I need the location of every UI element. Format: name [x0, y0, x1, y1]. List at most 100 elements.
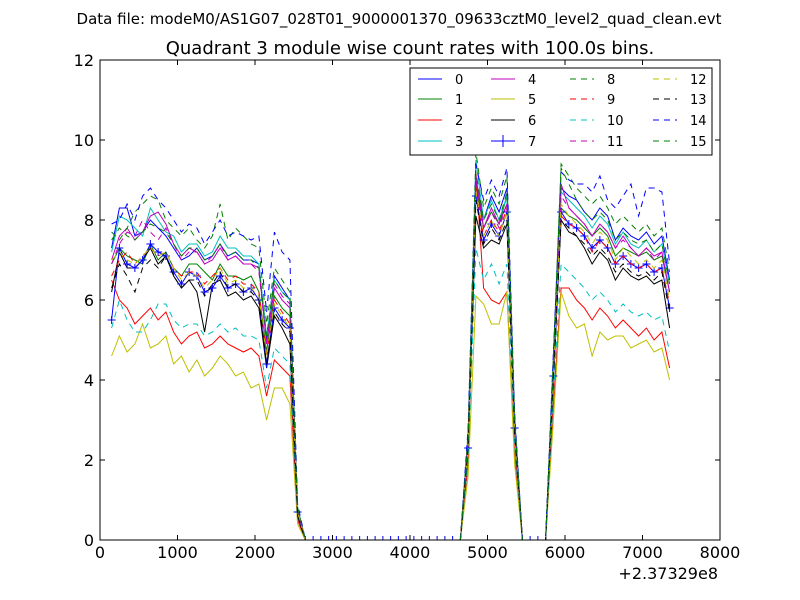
- series-line-13: [111, 199, 671, 540]
- data-file-header: Data file: modeM0/AS1G07_028T01_90000013…: [77, 10, 722, 29]
- legend-label-10: 10: [607, 114, 624, 129]
- legend-label-1: 1: [455, 93, 463, 108]
- series-point-7: [448, 536, 457, 540]
- series-line-9: [111, 187, 671, 540]
- legend-label-2: 2: [455, 114, 463, 129]
- series-point-7: [363, 536, 372, 540]
- series-point-7: [216, 272, 225, 280]
- series-point-7: [487, 220, 496, 228]
- x-tick-label: 4000: [390, 543, 431, 562]
- series-point-7: [200, 288, 209, 296]
- series-point-7: [223, 284, 232, 292]
- legend-label-9: 9: [607, 93, 615, 108]
- series-point-7: [130, 264, 139, 272]
- x-tick-label: 6000: [545, 543, 586, 562]
- legend-label-12: 12: [690, 73, 707, 88]
- series-line-7: [111, 195, 671, 540]
- y-tick-label: 0: [84, 531, 94, 550]
- series-point-7: [650, 268, 659, 276]
- legend-label-0: 0: [455, 73, 463, 88]
- series-point-7: [347, 536, 356, 540]
- x-tick-label: 3000: [312, 543, 353, 562]
- legend-label-14: 14: [690, 114, 707, 129]
- series-line-2: [111, 171, 671, 540]
- y-tick-label: 10: [74, 131, 94, 150]
- series-line-4: [111, 175, 671, 540]
- x-tick-label: 8000: [700, 543, 741, 562]
- series-point-7: [417, 536, 426, 540]
- legend-label-13: 13: [690, 93, 707, 108]
- series-point-7: [603, 244, 612, 252]
- series-point-7: [309, 536, 318, 540]
- series-line-6: [111, 215, 671, 540]
- series-line-15: [111, 167, 671, 540]
- series-point-7: [123, 260, 132, 268]
- legend-label-4: 4: [528, 73, 536, 88]
- axis-ticks: 0 1000 2000 3000 4000 5000 6000 7000 80000246810…: [74, 51, 741, 562]
- series-point-7: [394, 536, 403, 540]
- series-line-14: [111, 163, 671, 540]
- series-point-7: [557, 208, 566, 216]
- series-point-7: [440, 536, 449, 540]
- series-point-7: [324, 536, 333, 540]
- series-line-1: [111, 183, 671, 540]
- legend-label-3: 3: [455, 135, 463, 150]
- series-point-7: [386, 536, 395, 540]
- series-point-7: [146, 240, 155, 248]
- series-point-7: [169, 268, 178, 276]
- series-point-7: [378, 536, 387, 540]
- series-layer: [107, 151, 674, 540]
- legend-label-15: 15: [690, 135, 707, 150]
- series-point-7: [371, 536, 380, 540]
- series-point-7: [409, 536, 418, 540]
- x-tick-label: 0: [95, 543, 105, 562]
- series-point-7: [332, 536, 341, 540]
- chart-title: Quadrant 3 module wise count rates with …: [166, 38, 655, 59]
- y-tick-label: 6: [84, 291, 94, 310]
- series-point-7: [526, 536, 535, 540]
- x-tick-label: 5000: [467, 543, 508, 562]
- series-point-7: [154, 248, 163, 256]
- series-line-5: [111, 291, 671, 540]
- series-point-7: [564, 220, 573, 228]
- series-line-11: [111, 179, 671, 540]
- legend-label-5: 5: [528, 93, 536, 108]
- legend-label-6: 6: [528, 114, 536, 129]
- x-tick-label: 7000: [622, 543, 663, 562]
- series-point-7: [425, 536, 434, 540]
- legend-label-7: 7: [528, 135, 536, 150]
- series-point-7: [340, 536, 349, 540]
- x-tick-label: 2000: [235, 543, 276, 562]
- y-tick-label: 12: [74, 51, 94, 70]
- series-point-7: [533, 536, 542, 540]
- series-point-7: [115, 244, 124, 252]
- legend-label-11: 11: [607, 135, 624, 150]
- series-line-8: [111, 151, 671, 540]
- series-point-7: [665, 304, 674, 312]
- x-offset-label: +2.37329e8: [618, 564, 718, 583]
- series-point-7: [177, 280, 186, 288]
- y-tick-label: 8: [84, 211, 94, 230]
- series-line-0: [111, 179, 671, 540]
- x-tick-label: 1000: [157, 543, 198, 562]
- series-point-7: [301, 536, 310, 540]
- series-point-7: [642, 260, 651, 268]
- y-tick-label: 4: [84, 371, 94, 390]
- series-line-10: [111, 247, 671, 540]
- series-point-7: [595, 236, 604, 244]
- series-point-7: [402, 536, 411, 540]
- legend-box: [409, 67, 713, 156]
- series-point-7: [161, 252, 170, 260]
- series-point-7: [138, 256, 147, 264]
- series-line-3: [111, 159, 671, 540]
- series-point-7: [572, 224, 581, 232]
- series-point-7: [107, 316, 116, 324]
- series-point-7: [316, 536, 325, 540]
- series-point-7: [588, 244, 597, 252]
- series-point-7: [355, 536, 364, 540]
- series-point-7: [433, 536, 442, 540]
- y-tick-label: 2: [84, 451, 94, 470]
- legend-label-8: 8: [607, 73, 615, 88]
